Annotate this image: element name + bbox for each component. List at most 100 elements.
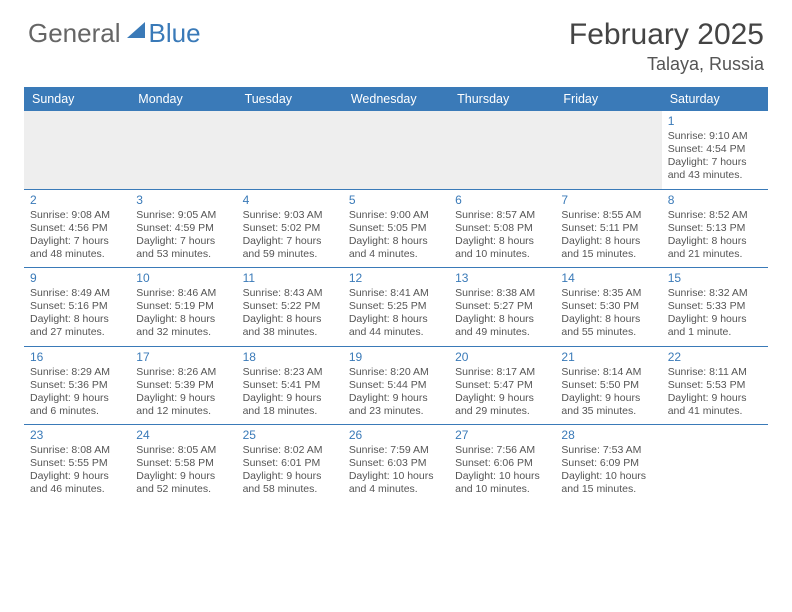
weekday-header: Monday <box>130 87 236 111</box>
cell-daylight1: Daylight: 9 hours <box>455 392 549 405</box>
calendar-cell: 22Sunrise: 8:11 AMSunset: 5:53 PMDayligh… <box>662 346 768 425</box>
day-number: 4 <box>243 193 337 207</box>
cell-sunset: Sunset: 5:08 PM <box>455 222 549 235</box>
cell-sunset: Sunset: 6:01 PM <box>243 457 337 470</box>
cell-daylight1: Daylight: 7 hours <box>668 156 762 169</box>
calendar-cell: 25Sunrise: 8:02 AMSunset: 6:01 PMDayligh… <box>237 425 343 503</box>
brand-part1: General <box>28 18 121 49</box>
calendar-cell: 10Sunrise: 8:46 AMSunset: 5:19 PMDayligh… <box>130 268 236 347</box>
cell-daylight2: and 21 minutes. <box>668 248 762 261</box>
month-title: February 2025 <box>569 18 764 52</box>
calendar-cell: 20Sunrise: 8:17 AMSunset: 5:47 PMDayligh… <box>449 346 555 425</box>
cell-sunset: Sunset: 5:33 PM <box>668 300 762 313</box>
day-number: 27 <box>455 428 549 442</box>
calendar-cell <box>130 111 236 189</box>
cell-daylight2: and 43 minutes. <box>668 169 762 182</box>
weekday-header: Tuesday <box>237 87 343 111</box>
day-number: 19 <box>349 350 443 364</box>
cell-daylight1: Daylight: 10 hours <box>455 470 549 483</box>
calendar-cell <box>24 111 130 189</box>
cell-sunrise: Sunrise: 7:56 AM <box>455 444 549 457</box>
cell-daylight1: Daylight: 8 hours <box>243 313 337 326</box>
cell-daylight1: Daylight: 9 hours <box>136 470 230 483</box>
day-number: 12 <box>349 271 443 285</box>
cell-sunrise: Sunrise: 7:53 AM <box>561 444 655 457</box>
cell-sunrise: Sunrise: 8:43 AM <box>243 287 337 300</box>
weekday-header: Friday <box>555 87 661 111</box>
day-number: 25 <box>243 428 337 442</box>
calendar-table: Sunday Monday Tuesday Wednesday Thursday… <box>24 87 768 503</box>
cell-sunset: Sunset: 5:11 PM <box>561 222 655 235</box>
cell-sunset: Sunset: 5:39 PM <box>136 379 230 392</box>
cell-daylight2: and 32 minutes. <box>136 326 230 339</box>
cell-daylight1: Daylight: 9 hours <box>349 392 443 405</box>
cell-sunset: Sunset: 4:54 PM <box>668 143 762 156</box>
calendar-cell: 12Sunrise: 8:41 AMSunset: 5:25 PMDayligh… <box>343 268 449 347</box>
cell-sunrise: Sunrise: 8:11 AM <box>668 366 762 379</box>
cell-sunrise: Sunrise: 9:05 AM <box>136 209 230 222</box>
day-number: 15 <box>668 271 762 285</box>
calendar-cell: 4Sunrise: 9:03 AMSunset: 5:02 PMDaylight… <box>237 189 343 268</box>
day-number: 6 <box>455 193 549 207</box>
cell-daylight1: Daylight: 8 hours <box>349 235 443 248</box>
weekday-header: Sunday <box>24 87 130 111</box>
cell-daylight1: Daylight: 8 hours <box>561 313 655 326</box>
calendar-cell: 28 Sunrise: 7:53 AMSunset: 6:09 PMDayligh… <box>555 425 661 503</box>
cell-sunset: Sunset: 6:09 PM <box>561 457 655 470</box>
day-number: 28 <box>561 428 655 442</box>
cell-daylight1: Daylight: 9 hours <box>668 392 762 405</box>
cell-daylight1: Daylight: 8 hours <box>455 235 549 248</box>
cell-sunrise: Sunrise: 8:35 AM <box>561 287 655 300</box>
calendar-cell <box>449 111 555 189</box>
calendar-cell: 27Sunrise: 7:56 AMSunset: 6:06 PMDayligh… <box>449 425 555 503</box>
day-number: 17 <box>136 350 230 364</box>
calendar-cell: 8Sunrise: 8:52 AMSunset: 5:13 PMDaylight… <box>662 189 768 268</box>
cell-daylight1: Daylight: 8 hours <box>455 313 549 326</box>
cell-daylight1: Daylight: 9 hours <box>30 470 124 483</box>
calendar-body: 1Sunrise: 9:10 AMSunset: 4:54 PMDaylight… <box>24 111 768 503</box>
calendar-cell: 9Sunrise: 8:49 AMSunset: 5:16 PMDaylight… <box>24 268 130 347</box>
calendar-cell: 2Sunrise: 9:08 AMSunset: 4:56 PMDaylight… <box>24 189 130 268</box>
calendar-cell: 5Sunrise: 9:00 AMSunset: 5:05 PMDaylight… <box>343 189 449 268</box>
cell-daylight2: and 35 minutes. <box>561 405 655 418</box>
weekday-header: Saturday <box>662 87 768 111</box>
cell-sunrise: Sunrise: 8:46 AM <box>136 287 230 300</box>
cell-daylight1: Daylight: 8 hours <box>349 313 443 326</box>
cell-sunset: Sunset: 5:16 PM <box>30 300 124 313</box>
cell-sunrise: Sunrise: 8:57 AM <box>455 209 549 222</box>
cell-sunrise: Sunrise: 8:52 AM <box>668 209 762 222</box>
cell-sunset: Sunset: 5:02 PM <box>243 222 337 235</box>
calendar-cell: 14Sunrise: 8:35 AMSunset: 5:30 PMDayligh… <box>555 268 661 347</box>
day-number: 21 <box>561 350 655 364</box>
cell-sunrise: Sunrise: 8:17 AM <box>455 366 549 379</box>
cell-sunset: Sunset: 5:58 PM <box>136 457 230 470</box>
cell-daylight2: and 58 minutes. <box>243 483 337 496</box>
cell-daylight1: Daylight: 7 hours <box>136 235 230 248</box>
cell-daylight1: Daylight: 10 hours <box>561 470 655 483</box>
calendar-cell: 11Sunrise: 8:43 AMSunset: 5:22 PMDayligh… <box>237 268 343 347</box>
day-number: 16 <box>30 350 124 364</box>
calendar-cell: 23Sunrise: 8:08 AMSunset: 5:55 PMDayligh… <box>24 425 130 503</box>
cell-sunrise: Sunrise: 8:23 AM <box>243 366 337 379</box>
cell-daylight2: and 12 minutes. <box>136 405 230 418</box>
cell-sunset: Sunset: 4:56 PM <box>30 222 124 235</box>
location-label: Talaya, Russia <box>569 54 764 75</box>
day-number: 23 <box>30 428 124 442</box>
cell-daylight2: and 10 minutes. <box>455 248 549 261</box>
cell-sunrise: Sunrise: 8:55 AM <box>561 209 655 222</box>
cell-sunrise: Sunrise: 9:00 AM <box>349 209 443 222</box>
cell-sunrise: Sunrise: 8:29 AM <box>30 366 124 379</box>
cell-daylight2: and 18 minutes. <box>243 405 337 418</box>
cell-sunrise: Sunrise: 8:49 AM <box>30 287 124 300</box>
calendar-cell: 15Sunrise: 8:32 AMSunset: 5:33 PMDayligh… <box>662 268 768 347</box>
calendar-cell: 16Sunrise: 8:29 AMSunset: 5:36 PMDayligh… <box>24 346 130 425</box>
calendar-cell <box>343 111 449 189</box>
day-number: 10 <box>136 271 230 285</box>
day-number: 7 <box>561 193 655 207</box>
calendar-cell: 21Sunrise: 8:14 AMSunset: 5:50 PMDayligh… <box>555 346 661 425</box>
cell-daylight2: and 52 minutes. <box>136 483 230 496</box>
calendar-cell <box>555 111 661 189</box>
cell-daylight1: Daylight: 7 hours <box>243 235 337 248</box>
calendar-cell: 18Sunrise: 8:23 AMSunset: 5:41 PMDayligh… <box>237 346 343 425</box>
cell-sunset: Sunset: 5:53 PM <box>668 379 762 392</box>
